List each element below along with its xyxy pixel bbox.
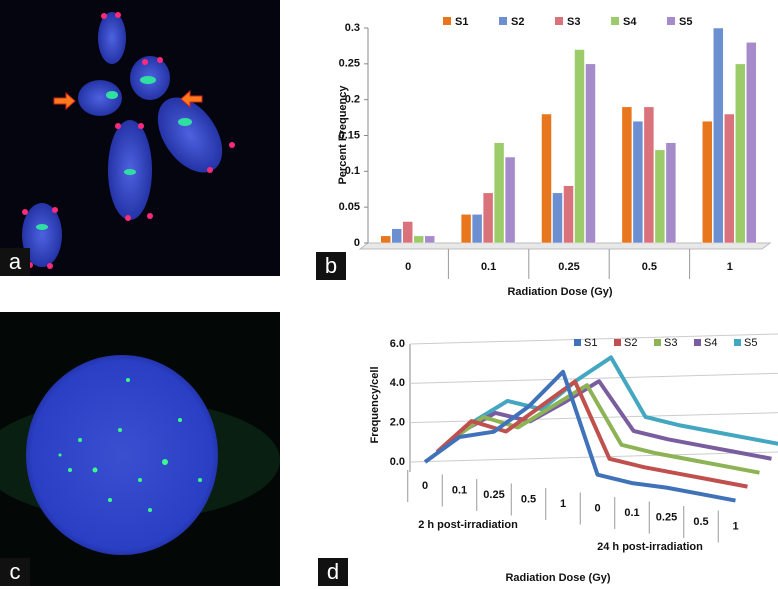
y-tick-label: 0.2 (345, 94, 360, 106)
bar (471, 214, 483, 244)
x-axis-title: Radiation Dose (Gy) (507, 286, 612, 298)
legend-swatch (667, 17, 675, 25)
micrograph-a (0, 0, 280, 276)
bar (621, 106, 633, 244)
legend-swatch (614, 339, 621, 346)
x-tick-label: 1 (727, 261, 733, 273)
bar (493, 142, 505, 244)
grid-line (409, 451, 778, 463)
series-line (423, 369, 736, 503)
group-label: 2 h post-irradiation (418, 519, 518, 531)
series-line (447, 383, 760, 475)
bar (391, 228, 402, 244)
x-tick-label: 0 (422, 480, 428, 492)
bar (380, 235, 391, 244)
legend-swatch (443, 17, 451, 25)
legend-swatch (499, 17, 507, 25)
x-tick-label: 0.5 (521, 493, 536, 505)
x-tick-label: 0.1 (481, 261, 496, 273)
x-axis-title: Radiation Dose (Gy) (505, 572, 610, 584)
bar (552, 192, 563, 244)
legend-label: S2 (624, 337, 637, 349)
series-line (471, 355, 778, 446)
bar (665, 142, 677, 244)
x-tick-label: 0.5 (642, 261, 657, 273)
legend-swatch (555, 17, 563, 25)
group-label: 24 h post-irradiation (597, 541, 703, 553)
legend-swatch (611, 17, 619, 25)
legend-label: S2 (511, 16, 524, 28)
bar (702, 120, 713, 244)
y-axis-title: Frequency/cell (369, 366, 381, 443)
legend-swatch (574, 339, 581, 346)
panel-label: c (10, 559, 21, 584)
bar (504, 156, 516, 244)
micrograph-c (0, 312, 280, 586)
bar (713, 27, 724, 244)
panel-label: b (325, 253, 337, 278)
bar (585, 63, 596, 244)
bar (643, 106, 655, 244)
bar (402, 221, 413, 244)
series-line (435, 379, 748, 489)
legend-label: S4 (704, 337, 717, 349)
panel-label: d (327, 559, 339, 584)
x-tick-label: 1 (560, 498, 566, 510)
bar (482, 192, 494, 244)
legend-swatch (654, 339, 661, 346)
y-tick-label: 6.0 (390, 338, 405, 350)
y-tick-label: 0.1 (345, 165, 360, 177)
y-tick-label: 0.3 (345, 22, 360, 34)
bar (413, 235, 424, 244)
legend-label: S5 (679, 16, 692, 28)
bar (460, 214, 472, 244)
x-tick-label: 0.25 (656, 511, 677, 523)
panel-label-box (0, 248, 348, 586)
y-tick-label: 0.05 (339, 201, 360, 213)
x-tick-label: 1 (732, 520, 738, 532)
x-tick-label: 0.1 (452, 484, 467, 496)
legend-label: S5 (744, 337, 757, 349)
floor (358, 242, 772, 250)
grid-line (409, 372, 778, 384)
x-tick-label: 0.1 (624, 507, 639, 519)
bar (724, 113, 735, 244)
x-tick-label: 0 (405, 261, 411, 273)
x-tick-label: 0 (594, 502, 600, 514)
bar (746, 42, 757, 244)
bar (735, 63, 746, 244)
x-tick-label: 0.25 (558, 261, 579, 273)
bar (563, 185, 574, 244)
legend-swatch (694, 339, 701, 346)
bar (424, 235, 435, 244)
bar (541, 113, 552, 244)
y-tick-label: 0.0 (390, 456, 405, 468)
legend-label: S3 (567, 16, 580, 28)
panel-label: a (9, 249, 22, 274)
legend-swatch (734, 339, 741, 346)
legend-label: S4 (623, 16, 637, 28)
grid-line (409, 333, 778, 345)
x-tick-label: 0.5 (693, 516, 708, 528)
bar (574, 49, 585, 244)
y-tick-label: 4.0 (390, 377, 405, 389)
bar (654, 149, 666, 244)
y-tick-label: 0.25 (339, 58, 360, 70)
bar (632, 120, 644, 244)
y-tick-label: 0 (354, 237, 360, 249)
legend-label: S1 (584, 337, 597, 349)
y-tick-label: 2.0 (390, 417, 405, 429)
legend-label: S1 (455, 16, 468, 28)
x-tick-label: 0.25 (483, 489, 504, 501)
y-axis-title: Percent Frequency (337, 85, 349, 185)
y-tick-label: 0.15 (339, 129, 360, 141)
legend-label: S3 (664, 337, 677, 349)
